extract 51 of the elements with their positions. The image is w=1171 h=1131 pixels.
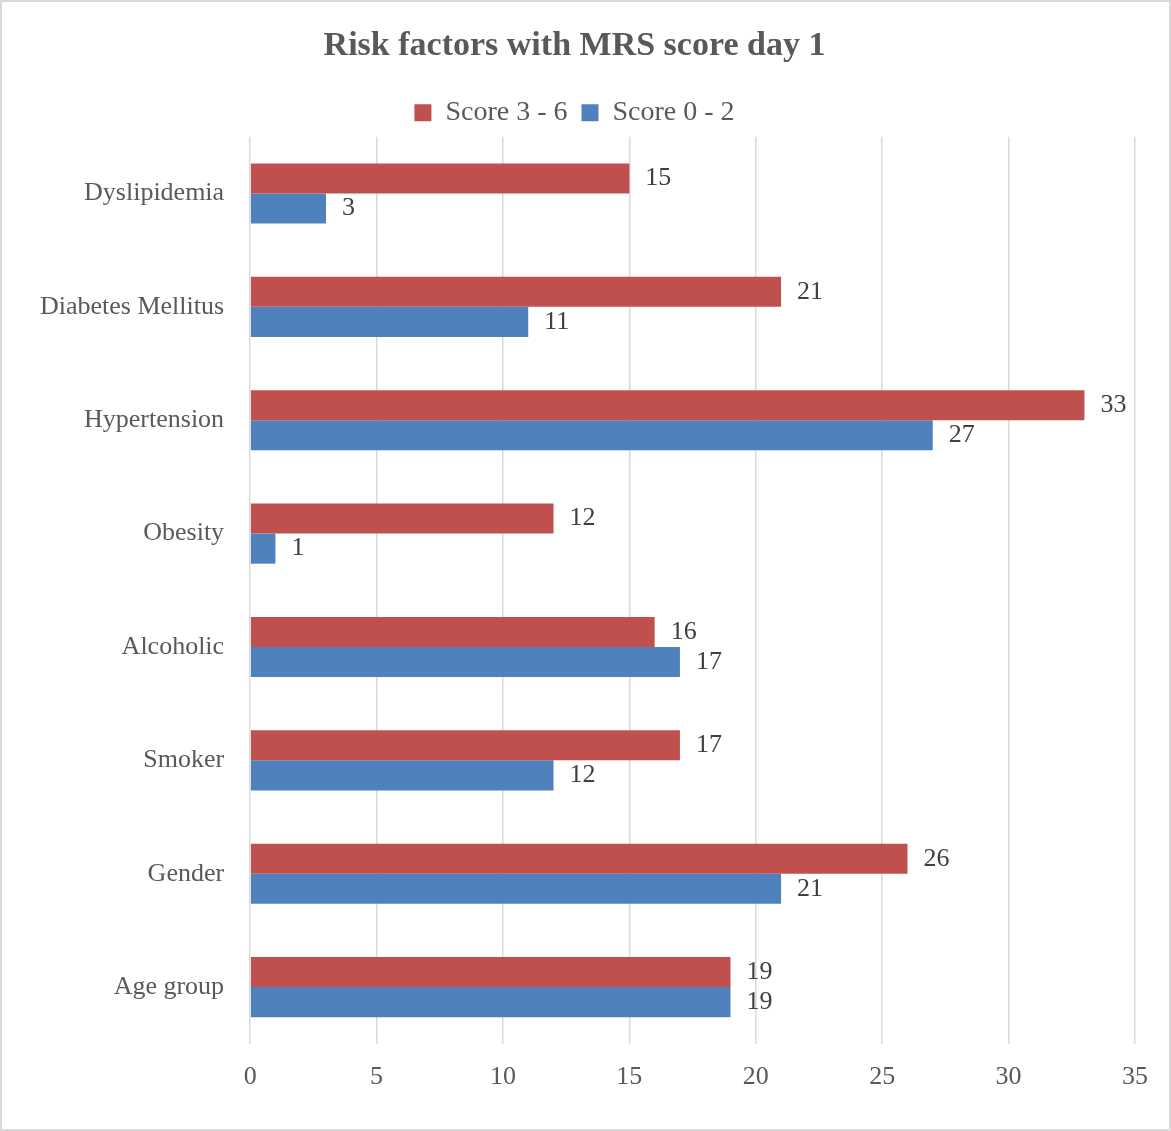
- bar: [250, 843, 908, 874]
- y-tick-label: Hypertension: [84, 404, 225, 434]
- bar: [250, 873, 782, 904]
- bar: [250, 987, 731, 1018]
- bar: [250, 163, 630, 194]
- y-tick-label: Diabetes Mellitus: [39, 290, 225, 320]
- x-tick-label: 20: [742, 1061, 769, 1091]
- y-tick-label: Dyslipidemia: [84, 177, 225, 207]
- data-label: 3: [341, 192, 355, 222]
- x-tick-label: 15: [616, 1061, 643, 1091]
- bar: [250, 533, 276, 564]
- data-label: 12: [569, 502, 596, 532]
- x-tick-label: 30: [995, 1061, 1022, 1091]
- x-tick-label: 5: [370, 1061, 384, 1091]
- data-label: 12: [569, 759, 596, 789]
- bar: [250, 390, 1085, 421]
- y-tick-label: Age group: [113, 970, 225, 1000]
- data-label: 21: [797, 872, 824, 902]
- bar: [250, 730, 680, 761]
- bar: [250, 503, 554, 534]
- data-label: 15: [645, 162, 672, 192]
- data-label: 26: [923, 842, 950, 872]
- legend-label: Score 3 - 6: [445, 95, 568, 127]
- bar: [250, 420, 933, 451]
- data-label: 17: [695, 645, 722, 675]
- chart-title: Risk factors with MRS score day 1: [323, 25, 826, 63]
- x-tick-label: 25: [869, 1061, 896, 1091]
- x-tick-label: 35: [1122, 1061, 1148, 1091]
- data-label: 27: [948, 419, 975, 449]
- bar: [250, 276, 782, 307]
- data-label: 33: [1100, 389, 1127, 419]
- bar: [250, 193, 326, 224]
- y-tick-label: Gender: [147, 857, 225, 887]
- y-tick-label: Alcoholic: [121, 630, 225, 660]
- data-label: 16: [670, 615, 697, 645]
- data-label: 1: [291, 532, 305, 562]
- data-label: 19: [746, 955, 773, 985]
- x-tick-label: 0: [243, 1061, 257, 1091]
- data-label: 17: [695, 729, 722, 759]
- x-tick-label: 10: [489, 1061, 516, 1091]
- bar: [250, 616, 655, 647]
- data-label: 19: [746, 985, 773, 1015]
- bar: [250, 646, 680, 678]
- y-tick-label: Obesity: [143, 517, 225, 547]
- data-label: 21: [797, 275, 824, 305]
- legend-label: Score 0 - 2: [612, 95, 735, 127]
- bar: [250, 760, 554, 791]
- y-tick-label: Smoker: [143, 744, 225, 774]
- bar: [250, 306, 529, 337]
- data-label: 11: [544, 305, 570, 335]
- bar: [250, 957, 731, 988]
